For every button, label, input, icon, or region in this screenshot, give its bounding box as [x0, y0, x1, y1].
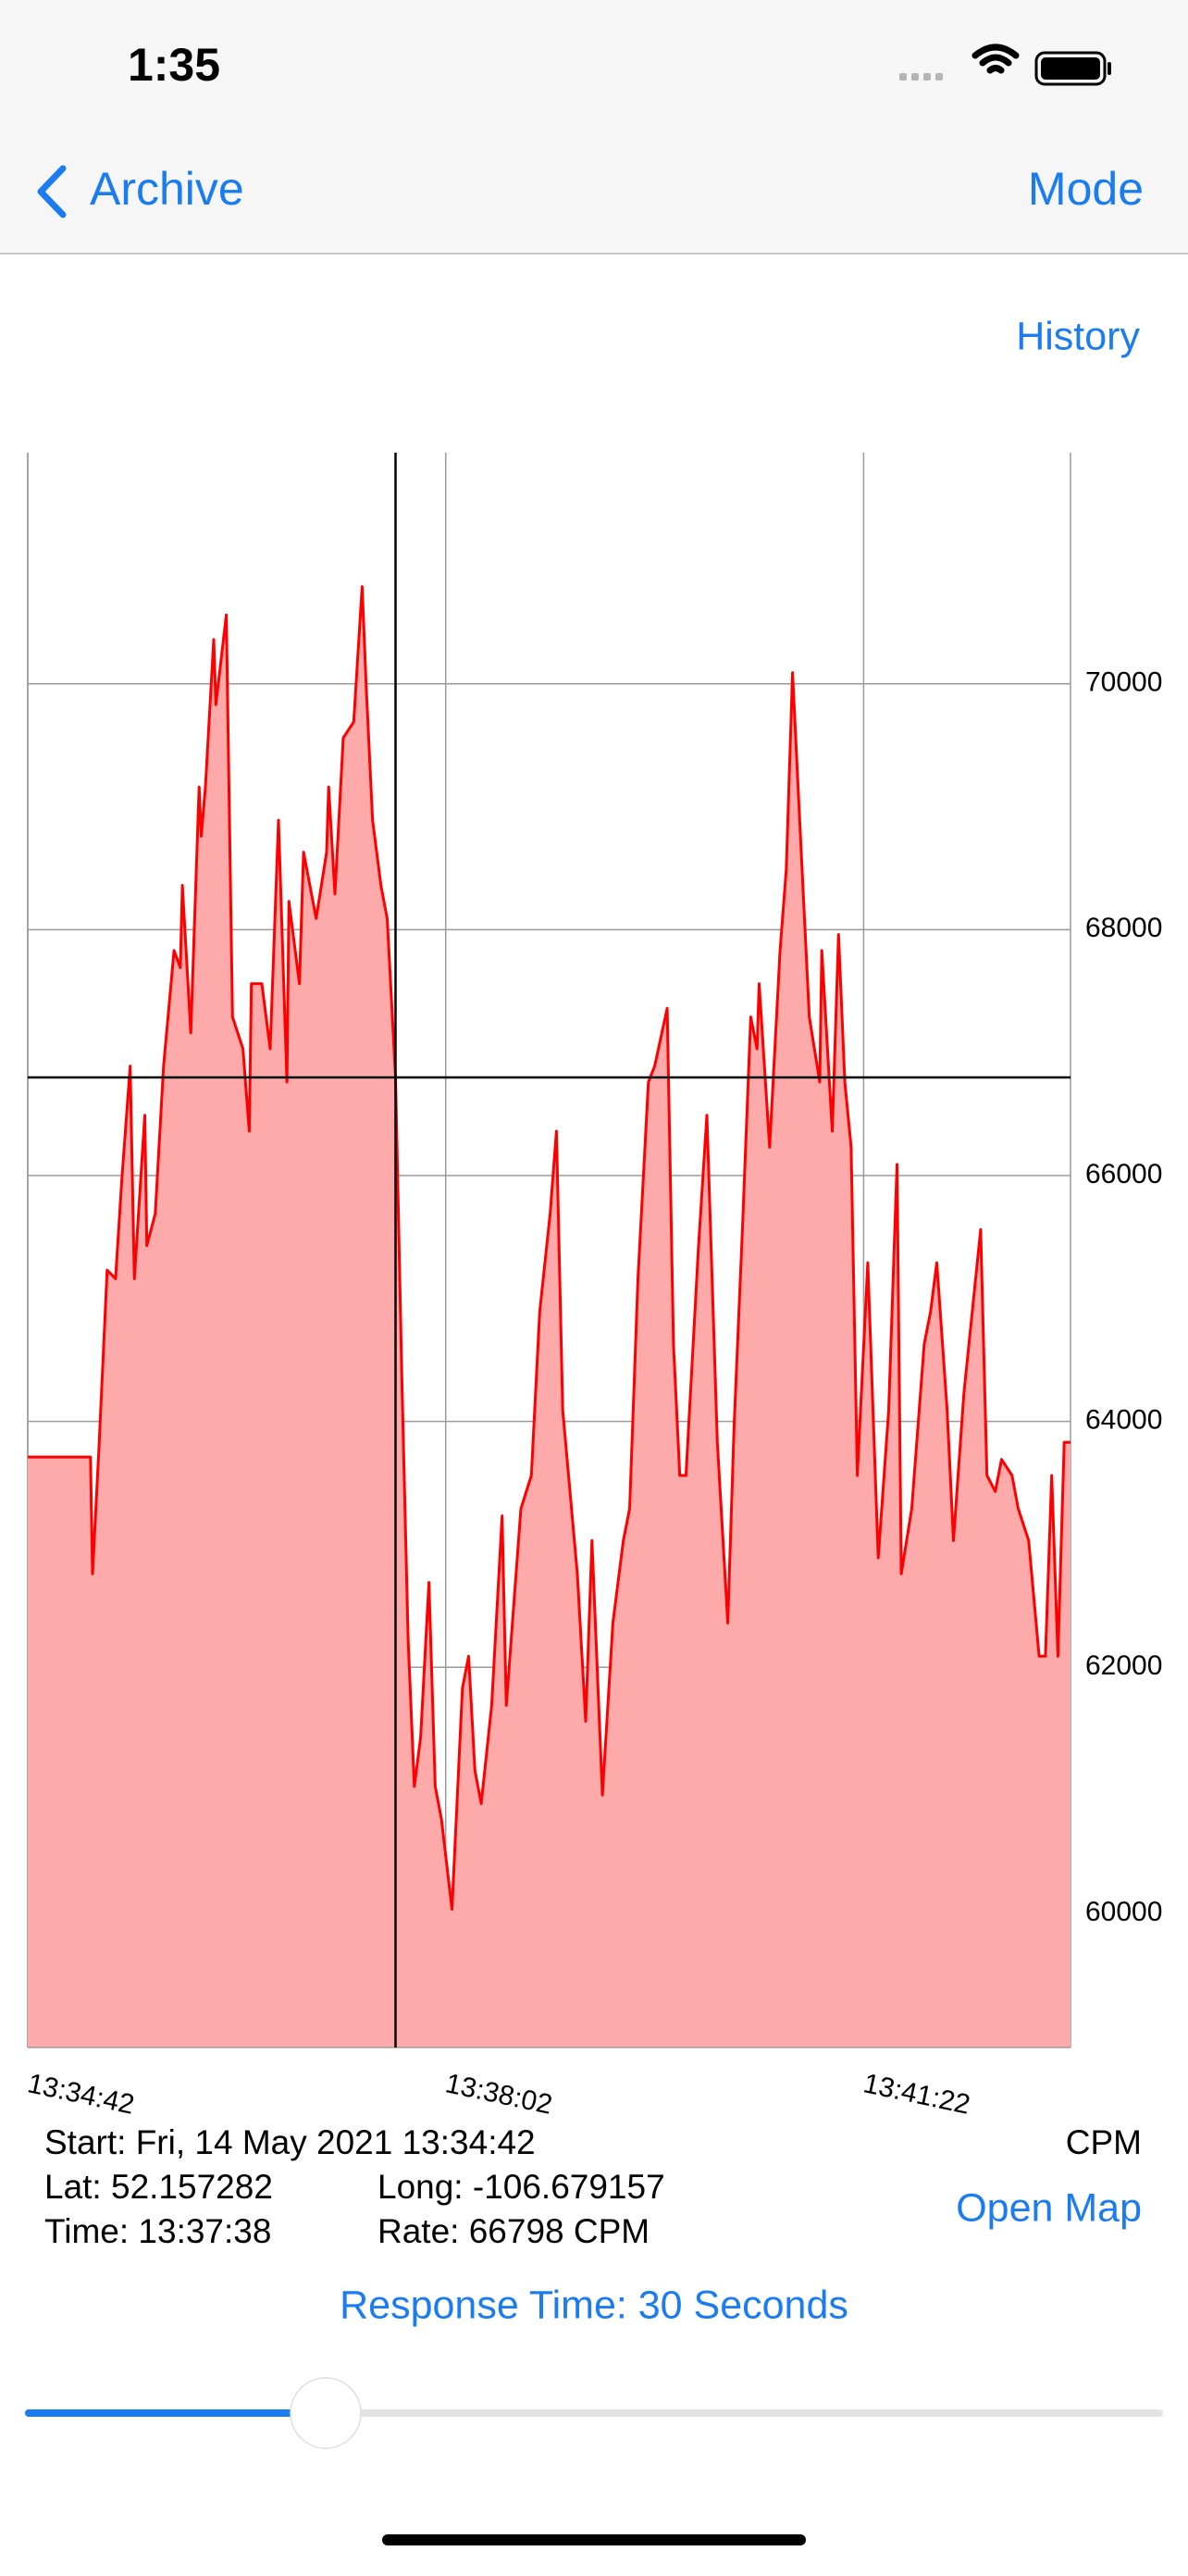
x-tick-label: 13:38:02 — [443, 2068, 555, 2121]
y-tick-label: 66000 — [1085, 1159, 1162, 1189]
start-info: Start: Fri, 14 May 2021 13:34:42 — [44, 2123, 536, 2161]
mode-button[interactable]: Mode — [1028, 163, 1144, 215]
slider-thumb[interactable] — [290, 2377, 362, 2449]
area-fill — [28, 586, 1070, 2047]
long-info: Long: -106.679157 — [377, 2168, 665, 2206]
y-tick-label: 60000 — [1085, 1897, 1162, 1927]
y-tick-label: 64000 — [1085, 1404, 1162, 1435]
time-value: 13:37:38 — [138, 2212, 271, 2250]
signal-icon — [899, 73, 943, 81]
y-unit-label: CPM — [1066, 2123, 1142, 2161]
home-indicator — [382, 2534, 806, 2545]
back-button[interactable]: Archive — [37, 163, 244, 218]
plot: 60000 62000 64000 66000 68000 70000 13:34:42 13… — [25, 453, 1162, 2121]
y-tick-label: 62000 — [1085, 1650, 1162, 1681]
back-chevron[interactable] — [37, 165, 67, 218]
history-button[interactable]: History — [1016, 314, 1140, 358]
response-slider[interactable] — [25, 2377, 1163, 2449]
x-tick-label: 13:41:22 — [860, 2068, 972, 2121]
wifi-icon — [971, 44, 1020, 74]
lat-info: Lat: 52.157282 — [44, 2168, 273, 2206]
rate-value: 66798 — [469, 2212, 564, 2250]
y-tick-label: 68000 — [1085, 913, 1162, 943]
nav-background — [0, 0, 1188, 254]
battery-icon — [1034, 51, 1111, 86]
x-tick-label: 13:34:42 — [25, 2068, 137, 2121]
y-tick-label: 70000 — [1085, 667, 1162, 698]
rate-unit: CPM — [574, 2212, 650, 2250]
data-line — [28, 585, 1070, 1911]
time-label: Time: — [44, 2212, 129, 2250]
back-label[interactable]: Archive — [90, 163, 244, 215]
status-time: 1:35 — [128, 39, 220, 91]
response-time-label: Response Time: 30 Seconds — [340, 2283, 848, 2327]
slider-fill — [25, 2409, 327, 2417]
rate-info: Rate: 66798 CPM — [377, 2212, 650, 2250]
open-map-button[interactable]: Open Map — [956, 2185, 1142, 2230]
rate-label: Rate: — [377, 2212, 459, 2250]
time-info: Time: 13:37:38 — [44, 2212, 271, 2250]
